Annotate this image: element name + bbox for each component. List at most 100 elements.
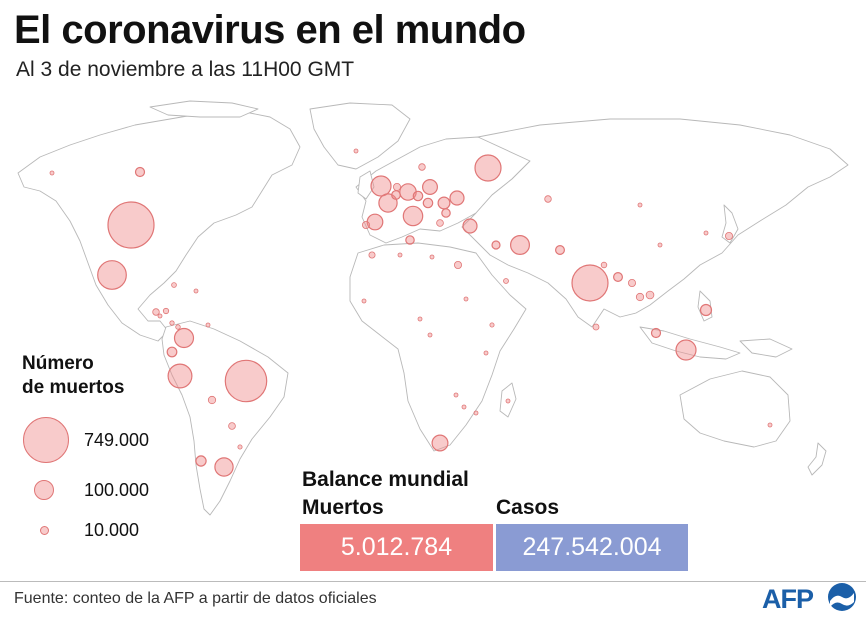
bubble-bolivia	[207, 395, 217, 405]
bubble-zambia	[453, 392, 459, 398]
bubble-morocco	[368, 251, 376, 259]
afp-logo-text: AFP	[762, 584, 814, 614]
legend-label-large: 749.000	[84, 430, 150, 450]
landmass-new-guinea	[739, 338, 793, 358]
bubble-el-salvador	[157, 313, 163, 319]
legend-title-line2: de muertos	[22, 377, 125, 398]
bubble-egypt	[453, 260, 462, 269]
bubble-costa-rica	[169, 320, 175, 326]
bubble-cuba	[171, 282, 177, 288]
bubble-indonesia	[675, 339, 697, 361]
bubble-colombia	[173, 327, 195, 349]
bubble-vietnam	[645, 290, 655, 300]
bubble-dominican-republic	[193, 288, 199, 294]
bubble-brazil	[224, 359, 268, 403]
bubble-peru	[167, 363, 193, 389]
bubble-chile	[195, 455, 207, 467]
bubble-south-africa	[431, 434, 449, 452]
bubble-saudi-arabia	[503, 278, 509, 284]
bubble-myanmar	[628, 278, 637, 287]
bubble-russia	[474, 154, 502, 182]
bubble-bangladesh	[612, 272, 623, 283]
bubble-kazakhstan	[544, 195, 552, 203]
cases-total-box: 247.542.004	[496, 524, 688, 571]
bubble-china	[657, 242, 663, 248]
landmass-australia	[679, 370, 791, 448]
legend-circle-medium	[34, 480, 54, 500]
bubble-belgium	[391, 190, 401, 200]
bubble-india	[571, 264, 609, 302]
bubble-philippines	[699, 303, 713, 317]
bubble-cameroon	[427, 332, 433, 338]
source-divider	[0, 581, 866, 582]
bubble-united-kingdom	[370, 175, 392, 197]
legend-circle-large	[23, 417, 69, 463]
bubble-south-korea	[703, 230, 709, 236]
bubble-alaska	[49, 170, 55, 176]
bubble-romania	[437, 196, 451, 210]
bubble-kenya	[483, 350, 489, 356]
landmass-arctic-islands	[149, 100, 259, 118]
landmass-sea-islands	[639, 326, 741, 360]
map-title: El coronavirus en el mundo	[14, 8, 526, 52]
bubble-senegal	[361, 298, 367, 304]
legend-label-medium: 100.000	[84, 480, 150, 500]
balance-title: Balance mundial	[302, 468, 469, 491]
legend-circle-small	[40, 526, 49, 535]
bubble-nepal	[600, 261, 608, 269]
legend-label-small: 10.000	[84, 520, 140, 540]
bubble-sweden	[418, 163, 426, 171]
bubble-australia	[767, 422, 773, 428]
landmass-africa	[349, 242, 527, 452]
bubble-honduras	[162, 307, 170, 315]
bubble-uruguay	[237, 444, 243, 450]
bubble-spain	[366, 213, 384, 231]
legend-title-line1: Número	[22, 353, 94, 374]
bubble-ethiopia	[489, 322, 495, 328]
source-note: Fuente: conteo de la AFP a partir de dat…	[14, 590, 377, 607]
bubble-united-states	[107, 201, 155, 249]
legend-title: Número de muertos	[22, 352, 129, 400]
bubble-mongolia	[637, 202, 643, 208]
bubble-greece	[436, 219, 444, 227]
deaths-label: Muertos	[302, 496, 384, 519]
bubble-venezuela	[205, 322, 211, 328]
afp-logo-wave	[830, 593, 854, 607]
landmass-north-america	[17, 110, 301, 342]
landmass-uk	[357, 170, 375, 200]
landmass-greenland	[309, 102, 411, 170]
bubble-netherlands	[392, 183, 401, 192]
bubble-malaysia	[650, 327, 662, 339]
bubble-paraguay	[228, 422, 236, 430]
bubble-canada	[134, 166, 146, 178]
landmass-south-america	[161, 320, 289, 516]
bubble-ukraine	[449, 190, 465, 206]
bubble-argentina	[214, 457, 234, 477]
bubble-mexico	[97, 260, 127, 290]
bubble-guatemala	[152, 308, 160, 316]
landmass-new-zealand	[807, 442, 827, 476]
bubble-iran	[510, 235, 531, 256]
bubble-thailand	[635, 292, 645, 302]
bubble-iraq	[491, 240, 501, 250]
landmass-asia	[461, 118, 849, 328]
cases-label: Casos	[496, 496, 560, 519]
bubble-layer	[49, 148, 773, 477]
bubble-nigeria	[417, 316, 423, 322]
bubble-zimbabwe	[461, 404, 467, 410]
bubble-greenland-iceland	[353, 148, 359, 154]
bubble-japan	[725, 231, 734, 240]
bubble-ecuador	[166, 346, 178, 358]
map-subtitle: Al 3 de noviembre a las 11H00 GMT	[16, 58, 355, 81]
bubble-sri-lanka	[592, 323, 600, 331]
bubble-pakistan	[554, 245, 565, 256]
landmass-layer	[17, 100, 849, 516]
bubble-poland	[422, 178, 439, 195]
bubble-panama	[175, 324, 181, 330]
bubble-mozambique	[473, 410, 479, 416]
bubble-sudan	[463, 296, 469, 302]
bubble-libya	[429, 254, 435, 260]
afp-logo: AFP	[762, 583, 856, 614]
bubble-madagascar	[505, 398, 511, 404]
bubble-czechia	[412, 190, 424, 202]
